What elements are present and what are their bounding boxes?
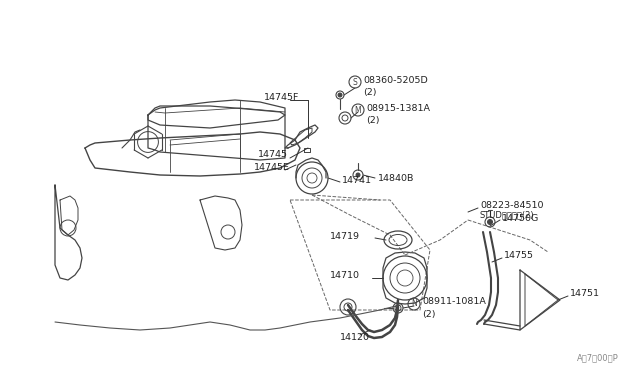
Text: 14120: 14120 [340, 334, 370, 343]
Text: 14719: 14719 [330, 231, 360, 241]
Text: N: N [411, 299, 417, 308]
Text: 08360-5205D: 08360-5205D [363, 76, 428, 84]
Text: (2): (2) [422, 310, 435, 318]
Text: S: S [353, 77, 357, 87]
Circle shape [356, 173, 360, 177]
Text: STUDスタッド(2): STUDスタッド(2) [480, 211, 534, 219]
Text: 14710: 14710 [330, 272, 360, 280]
Text: 14745E: 14745E [254, 163, 290, 171]
Text: 08223-84510: 08223-84510 [480, 201, 543, 209]
Text: 14750G: 14750G [502, 214, 540, 222]
Text: M: M [355, 106, 362, 115]
Text: 08915-1381A: 08915-1381A [366, 103, 430, 112]
Circle shape [338, 93, 342, 97]
Text: 14741: 14741 [342, 176, 372, 185]
Text: 14745F: 14745F [264, 93, 300, 102]
Text: (2): (2) [363, 87, 376, 96]
Text: 08911-1081A: 08911-1081A [422, 298, 486, 307]
Text: A・7　00・P: A・7 00・P [577, 353, 619, 362]
Text: (2): (2) [366, 115, 380, 125]
Text: 14745: 14745 [258, 150, 288, 158]
Text: 14755: 14755 [504, 251, 534, 260]
Text: 14751: 14751 [570, 289, 600, 298]
Circle shape [488, 219, 493, 224]
Text: 14840B: 14840B [378, 173, 414, 183]
